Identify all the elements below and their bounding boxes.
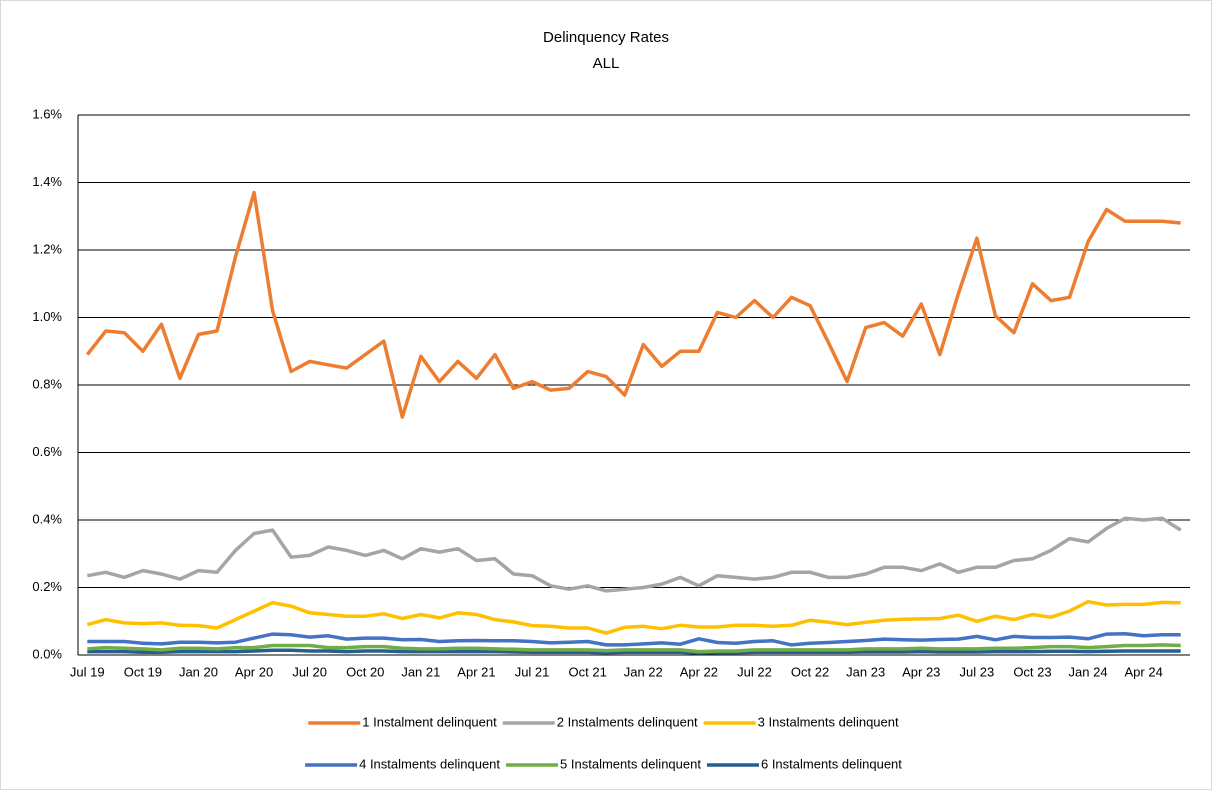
legend-label: 1 Instalment delinquent	[362, 714, 497, 729]
x-tick-label: Jan 24	[1069, 664, 1108, 679]
series-line	[87, 643, 1181, 654]
chart-subtitle: ALL	[593, 55, 620, 72]
x-tick-label: Oct 21	[569, 664, 607, 679]
y-tick-label: 0.0%	[32, 646, 62, 661]
y-tick-label: 1.6%	[32, 106, 62, 121]
chart-title: Delinquency Rates	[543, 29, 669, 46]
x-tick-label: Jan 23	[846, 664, 885, 679]
x-tick-label: Oct 22	[791, 664, 829, 679]
y-tick-label: 0.2%	[32, 579, 62, 594]
x-tick-label: Oct 23	[1013, 664, 1051, 679]
legend-label: 3 Instalments delinquent	[758, 714, 899, 729]
series-line	[87, 631, 1181, 647]
series-line	[86, 599, 1181, 635]
y-tick-label: 0.8%	[32, 376, 62, 391]
series-line	[86, 516, 1182, 593]
y-tick-label: 1.2%	[32, 241, 62, 256]
series-line	[87, 648, 1181, 655]
y-tick-label: 1.4%	[32, 174, 62, 189]
y-tick-label: 0.6%	[32, 444, 62, 459]
x-tick-label: Apr 21	[457, 664, 495, 679]
legend-label: 6 Instalments delinquent	[761, 756, 902, 771]
x-tick-label: Jan 20	[179, 664, 218, 679]
x-tick-label: Jan 21	[401, 664, 440, 679]
legend-label: 5 Instalments delinquent	[560, 756, 701, 771]
x-tick-label: Apr 22	[680, 664, 718, 679]
x-tick-label: Jul 21	[515, 664, 550, 679]
x-tick-label: Apr 20	[235, 664, 273, 679]
x-tick-label: Oct 19	[124, 664, 162, 679]
x-tick-label: Oct 20	[346, 664, 384, 679]
legend-label: 4 Instalments delinquent	[359, 756, 500, 771]
legend-row: 1 Instalment delinquent 2 Instalments del…	[308, 714, 899, 729]
legend-row: 4 Instalments delinquent 5 Instalments de…	[305, 756, 902, 771]
x-tick-label: Apr 24	[1125, 664, 1163, 679]
legend-label: 2 Instalments delinquent	[557, 714, 698, 729]
y-tick-label: 1.0%	[32, 309, 62, 324]
x-tick-label: Jul 19	[70, 664, 105, 679]
y-tick-label: 0.4%	[32, 511, 62, 526]
x-tick-label: Jul 20	[292, 664, 327, 679]
x-tick-label: Apr 23	[902, 664, 940, 679]
series-line	[85, 190, 1181, 419]
x-tick-label: Jul 22	[737, 664, 772, 679]
x-tick-label: Jan 22	[624, 664, 663, 679]
x-tick-label: Jul 23	[960, 664, 995, 679]
